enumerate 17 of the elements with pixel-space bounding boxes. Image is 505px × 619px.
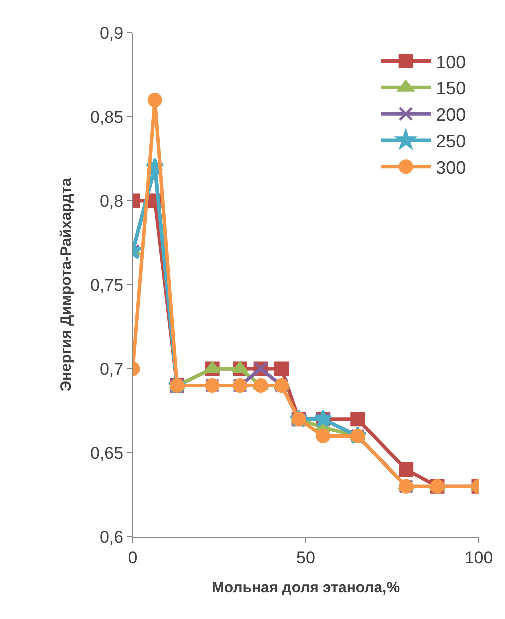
- y-tick-label: 0,8: [100, 192, 124, 211]
- legend-label: 300: [436, 158, 466, 178]
- legend-label: 200: [436, 105, 466, 126]
- legend-label: 250: [436, 132, 466, 152]
- legend-label: 150: [436, 78, 466, 99]
- y-axis-title: Энергия Димрота-Райхардта: [58, 178, 75, 392]
- y-tick-label: 0,6: [100, 528, 124, 547]
- y-tick-label: 0,75: [90, 276, 124, 295]
- x-tick-label: 0: [128, 548, 138, 568]
- x-tick-label: 50: [296, 548, 316, 568]
- x-tick-label: 100: [464, 548, 494, 568]
- y-tick-label: 0,9: [100, 24, 124, 43]
- y-tick-label: 0,65: [90, 444, 124, 463]
- legend-label: 100: [436, 52, 466, 72]
- y-tick-label: 0,85: [90, 108, 124, 127]
- y-tick-label: 0,7: [100, 360, 124, 379]
- x-axis-title: Мольная доля этанола,%: [212, 579, 400, 596]
